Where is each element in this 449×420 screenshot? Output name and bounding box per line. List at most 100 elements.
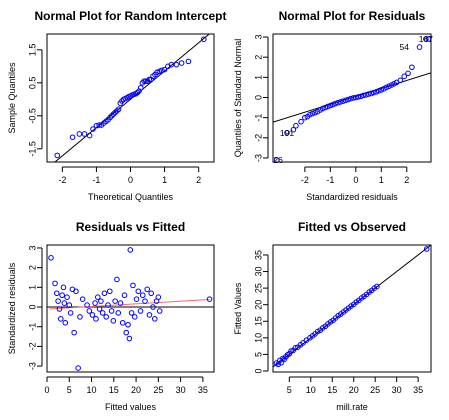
smooth-line [49,299,210,310]
data-point [135,288,142,295]
plot-area [54,34,211,162]
data-point [161,66,168,73]
data-point [76,131,83,137]
data-point [123,329,130,336]
chart-title: Normal Plot for Random Intercept [34,9,226,23]
data-point [347,95,354,102]
y-axis-label: Sample Quantiles [7,62,17,134]
data-point [298,118,304,125]
data-point [401,73,408,80]
x-axis-label: mill.rate [336,402,368,412]
data-point [103,314,110,320]
data-point [105,302,111,308]
data-point [355,94,362,100]
y-tick-label: 15 [253,316,263,326]
x-tick-label: 25 [370,385,380,395]
x-tick-label: 5 [67,385,72,395]
data-point [107,114,113,121]
data-point [127,247,134,253]
reference-line [54,34,211,162]
x-tick-label: 0 [44,385,49,395]
y-tick-label: 25 [253,283,263,293]
y-tick-label: 3 [27,245,37,250]
x-tick-label: 25 [153,385,163,395]
data-point [126,335,133,342]
data-point [69,134,76,141]
data-point [358,93,364,100]
data-point [75,365,81,371]
data-point [92,300,98,306]
data-point [98,298,104,304]
y-tick-label: 10 [253,333,263,343]
x-tick-label: 2 [404,175,409,185]
plot-area [273,36,431,162]
x-tick-label: 5 [287,385,292,395]
data-point [86,132,93,139]
chart-panel-3: Residuals vs Fitted 0 5 10 15 20 25 30 35 -3 -2 -1 0… [7,220,215,412]
data-point [322,104,329,111]
data-point [106,288,113,295]
data-point [89,312,96,318]
data-point [150,304,156,310]
data-point [425,36,431,42]
x-tick-label: 35 [198,385,208,395]
data-point [370,89,377,96]
y-tick-label: -0.5 [27,108,37,124]
data-point [81,131,88,137]
y-tick-label: 20 [253,300,263,310]
x-axis-label: Standardized residuals [306,192,398,202]
data-point [156,308,163,314]
data-point [112,298,118,304]
x-tick-label: 0 [128,175,133,185]
data-point [146,76,153,83]
plot-frame [46,244,215,373]
data-point [178,60,185,66]
data-point [142,298,148,304]
data-point [206,296,213,302]
data-point [148,290,155,297]
data-point [274,157,280,162]
y-tick-label: -1.5 [27,141,37,157]
data-point [86,308,93,314]
data-point [373,89,380,95]
data-point [405,70,411,77]
data-point [77,314,83,320]
data-point [141,78,147,84]
data-point [131,314,138,320]
data-point [60,284,67,291]
y-tick-label: 0.5 [27,77,37,90]
chart-panel-2: Normal Plot for Residuals -2 -1 0 1 2 -3 -2 -1 0 1… [233,9,433,202]
plot-area [273,245,431,368]
data-point [409,64,415,71]
data-point [62,319,69,326]
x-tick-label: 30 [176,385,186,395]
y-axis-label: Quantiles of Standard Normal [233,39,243,158]
plot-frame [272,33,432,163]
data-point [332,100,339,107]
y-tick-label: 0 [253,95,263,100]
data-point [67,310,74,316]
x-axis-label: Fitted values [105,402,157,412]
data-point [84,302,90,308]
data-point [309,110,316,117]
point-label: 167 [419,34,433,44]
chart-title: Residuals vs Fitted [76,220,185,234]
data-point [110,111,117,117]
y-tick-label: 30 [253,267,263,277]
x-tick-label: -1 [326,175,334,185]
x-tick-label: 10 [87,385,97,395]
data-point [307,111,313,118]
data-point [368,90,374,97]
data-point [114,108,120,114]
x-axis-label: Theoretical Quantiles [88,192,174,202]
data-point [324,103,331,110]
data-point [200,36,207,43]
data-point [300,340,306,346]
point-label: 191 [280,128,294,138]
data-point [185,58,192,65]
data-point [121,292,128,299]
y-tick-label: 0 [253,368,263,373]
y-tick-label: -1 [253,114,263,122]
x-tick-label: 20 [349,385,359,395]
